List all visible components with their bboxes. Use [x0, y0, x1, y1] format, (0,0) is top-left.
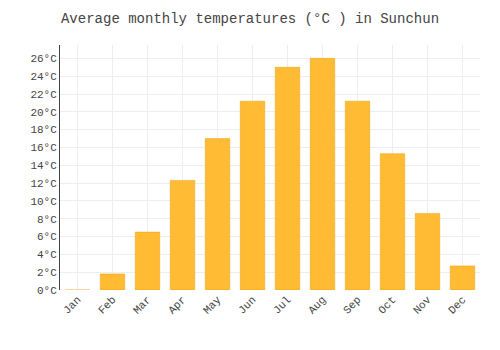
svg-text:Sep: Sep [341, 294, 363, 316]
svg-text:Dec: Dec [446, 294, 468, 316]
svg-text:6°C: 6°C [37, 231, 57, 243]
svg-text:18°C: 18°C [30, 124, 57, 136]
svg-text:May: May [201, 294, 224, 317]
svg-text:Mar: Mar [131, 294, 153, 316]
svg-text:Oct: Oct [376, 294, 398, 316]
svg-text:12°C: 12°C [30, 178, 57, 190]
svg-text:14°C: 14°C [30, 160, 57, 172]
svg-text:0°C: 0°C [37, 285, 57, 297]
svg-text:Jun: Jun [236, 294, 258, 316]
svg-text:26°C: 26°C [30, 53, 57, 65]
svg-text:Average monthly temperatures (: Average monthly temperatures (°C ) in Su… [61, 11, 439, 27]
svg-text:Apr: Apr [166, 294, 188, 316]
svg-text:24°C: 24°C [30, 71, 57, 83]
svg-text:16°C: 16°C [30, 142, 57, 154]
svg-text:22°C: 22°C [30, 89, 57, 101]
svg-text:10°C: 10°C [30, 196, 57, 208]
svg-text:20°C: 20°C [30, 107, 57, 119]
svg-text:2°C: 2°C [37, 267, 57, 279]
svg-text:Jul: Jul [271, 294, 293, 316]
svg-text:Jan: Jan [61, 294, 83, 316]
svg-text:Feb: Feb [96, 294, 118, 316]
svg-text:Nov: Nov [411, 294, 434, 317]
svg-text:8°C: 8°C [37, 214, 57, 226]
svg-text:Aug: Aug [306, 294, 328, 316]
svg-text:4°C: 4°C [37, 249, 57, 261]
